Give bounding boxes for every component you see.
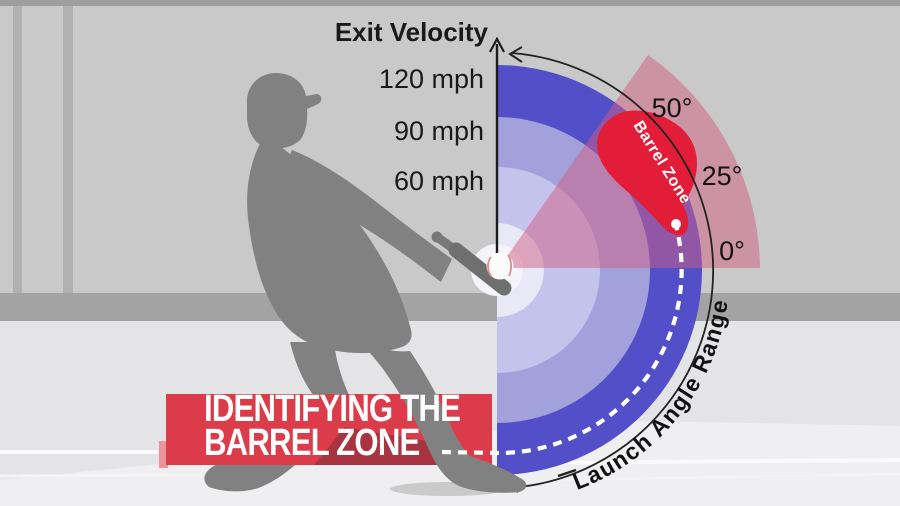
arc-arrow-top-icon	[508, 46, 523, 63]
leg-shadow-on-banner	[314, 427, 449, 465]
barrel-zone-leader-dashes	[441, 224, 684, 456]
baseball-body	[486, 252, 514, 280]
batter-front-leg	[352, 334, 527, 493]
baseball-seam	[507, 254, 513, 277]
angle-label-0: 0°	[719, 236, 745, 266]
floor-line	[0, 473, 203, 478]
axis-arrow-icon	[489, 36, 505, 53]
banner-title: IDENTIFYING THE BARREL ZONE	[204, 388, 461, 464]
tick-90mph: 90 mph	[394, 116, 484, 146]
batter-silhouette	[204, 73, 512, 492]
baseball-icon	[486, 252, 514, 280]
banner-title-line2: BARREL ZONE	[204, 422, 420, 464]
batter-arms	[284, 150, 452, 282]
bat-barrel	[448, 242, 512, 296]
wall-stripe	[63, 6, 73, 294]
range-label-tick	[557, 468, 577, 478]
angle-tick-labels: 50° 25° 0°	[652, 93, 745, 266]
floor-line	[559, 473, 900, 481]
angle-arc-line	[510, 52, 715, 488]
angle-label-50: 50°	[652, 93, 693, 123]
exit-velocity-labels: Exit Velocity 120 mph 90 mph 60 mph	[335, 17, 489, 196]
angle-label-25: 25°	[702, 161, 743, 191]
tick-60mph: 60 mph	[394, 166, 484, 196]
mid-band	[0, 293, 900, 321]
exit-velocity-axis	[489, 36, 505, 254]
axis-title: Exit Velocity	[335, 17, 489, 47]
top-band	[0, 0, 900, 6]
batter-head	[246, 73, 322, 149]
wall-stripe	[13, 6, 22, 294]
banner-title-line1: IDENTIFYING THE	[204, 388, 461, 430]
batter-back-leg	[204, 342, 351, 492]
baseball-seam	[487, 256, 492, 277]
banner-edge-fold	[159, 441, 168, 468]
batter-torso	[247, 139, 412, 354]
tick-120mph: 120 mph	[379, 64, 484, 94]
